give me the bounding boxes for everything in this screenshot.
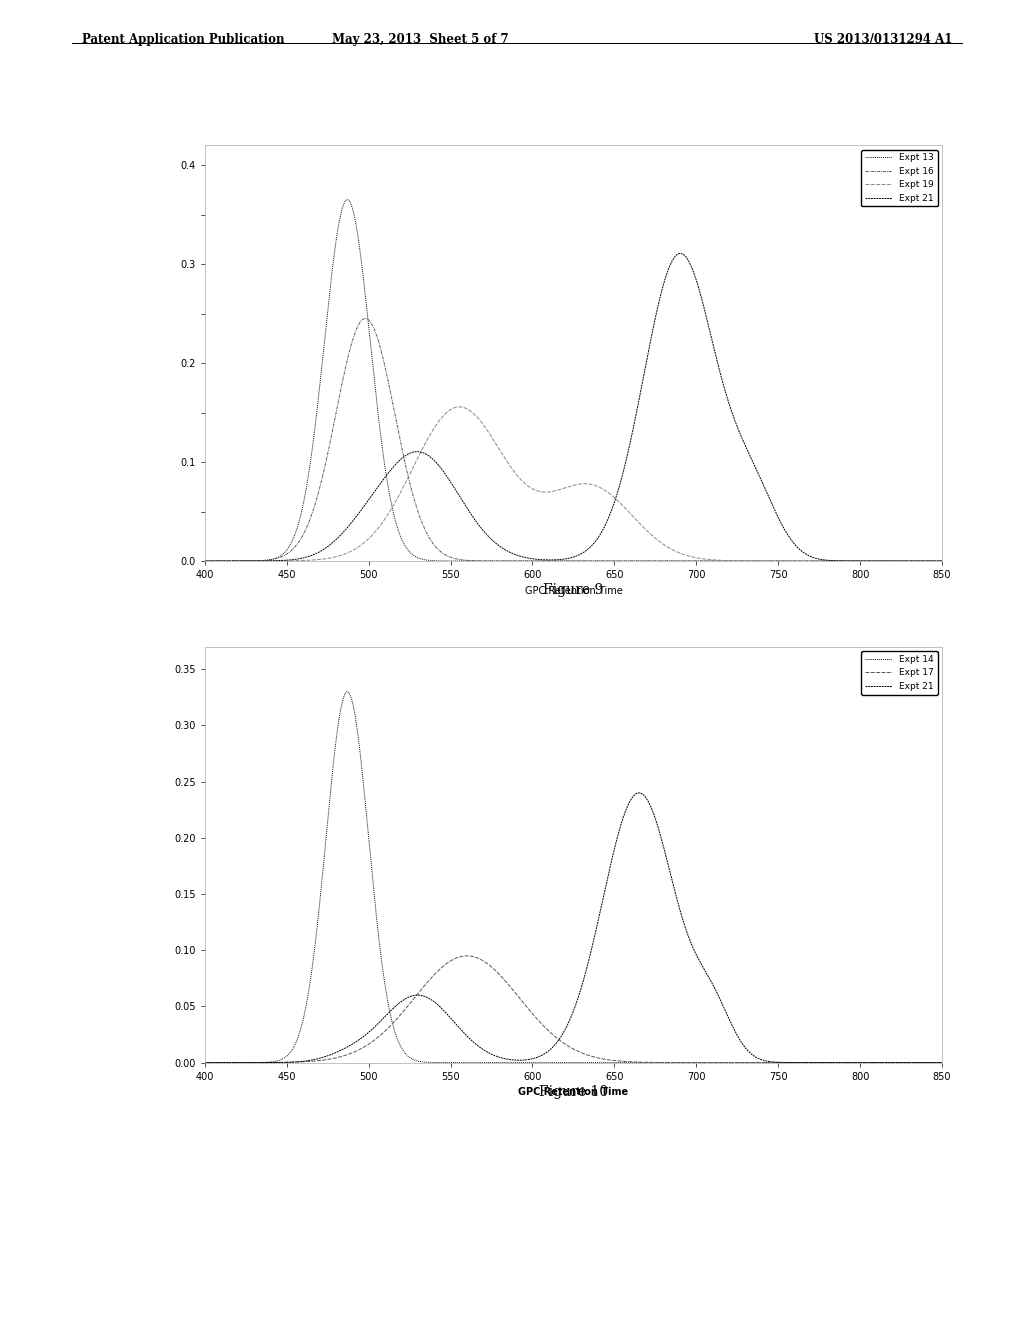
Expt 13 (327, 259, 339, 275)
Expt 17 (461, 948, 473, 964)
Expt 13 (514, 553, 526, 569)
Expt 21 (513, 548, 525, 564)
Line: Expt 16: Expt 16 (205, 318, 942, 561)
Expt 13 (199, 553, 211, 569)
Text: May 23, 2013  Sheet 5 of 7: May 23, 2013 Sheet 5 of 7 (332, 33, 508, 46)
X-axis label: GPC Retention Time: GPC Retention Time (524, 586, 623, 595)
Line: Expt 17: Expt 17 (205, 956, 942, 1063)
Line: Expt 19: Expt 19 (205, 407, 942, 561)
Line: Expt 21: Expt 21 (205, 793, 942, 1063)
Expt 19 (454, 399, 466, 414)
Expt 19 (481, 424, 494, 440)
Expt 21 (327, 535, 339, 550)
Expt 14 (327, 763, 339, 779)
Line: Expt 14: Expt 14 (205, 692, 942, 1063)
Expt 16 (843, 553, 855, 569)
Expt 17 (199, 1055, 211, 1071)
Expt 19 (936, 553, 948, 569)
Legend: Expt 14, Expt 17, Expt 21: Expt 14, Expt 17, Expt 21 (861, 651, 938, 694)
Expt 21 (481, 1044, 494, 1060)
Expt 16 (922, 553, 934, 569)
Expt 13 (283, 539, 295, 554)
Expt 19 (843, 553, 855, 569)
Expt 19 (199, 553, 211, 569)
Expt 17 (922, 1055, 934, 1071)
Expt 21 (843, 553, 855, 569)
Expt 17 (283, 1055, 295, 1071)
Line: Expt 21: Expt 21 (205, 253, 942, 561)
Expt 16 (359, 310, 372, 326)
Expt 21 (936, 1055, 948, 1071)
Legend: Expt 13, Expt 16, Expt 19, Expt 21: Expt 13, Expt 16, Expt 19, Expt 21 (861, 149, 938, 206)
Expt 13 (922, 553, 934, 569)
Expt 21 (674, 246, 686, 261)
Expt 16 (481, 553, 494, 569)
Expt 14 (341, 684, 353, 700)
Expt 14 (283, 1047, 295, 1063)
Expt 19 (327, 549, 339, 565)
Text: US 2013/0131294 A1: US 2013/0131294 A1 (814, 33, 952, 46)
Expt 21 (481, 528, 494, 544)
Expt 17 (936, 1055, 948, 1071)
Text: Patent Application Publication: Patent Application Publication (82, 33, 285, 46)
Expt 19 (283, 553, 295, 569)
Expt 21 (199, 553, 211, 569)
Expt 14 (481, 1055, 494, 1071)
Expt 19 (922, 553, 934, 569)
Expt 14 (922, 1055, 934, 1071)
Text: Figure 10: Figure 10 (539, 1085, 608, 1100)
Expt 14 (936, 1055, 948, 1071)
Expt 13 (843, 553, 855, 569)
Expt 13 (341, 191, 353, 207)
Expt 16 (283, 545, 295, 561)
Expt 21 (513, 1052, 525, 1068)
Expt 13 (481, 553, 494, 569)
Expt 21 (283, 552, 295, 568)
Expt 21 (936, 553, 948, 569)
Expt 21 (843, 1055, 855, 1071)
Expt 14 (843, 1055, 855, 1071)
Expt 21 (283, 1055, 295, 1071)
Expt 13 (936, 553, 948, 569)
Expt 16 (199, 553, 211, 569)
Expt 21 (922, 553, 934, 569)
Expt 16 (327, 422, 339, 438)
Expt 17 (514, 990, 526, 1006)
X-axis label: GPC Retention Time: GPC Retention Time (518, 1088, 629, 1097)
Expt 17 (843, 1055, 855, 1071)
Expt 16 (936, 553, 948, 569)
Expt 17 (481, 956, 494, 972)
Line: Expt 13: Expt 13 (205, 199, 942, 561)
Expt 21 (199, 1055, 211, 1071)
Expt 19 (514, 470, 526, 486)
Text: Figure 9: Figure 9 (544, 583, 603, 598)
Expt 21 (327, 1045, 339, 1061)
Expt 17 (327, 1051, 339, 1067)
Expt 16 (514, 553, 526, 569)
Expt 21 (633, 785, 645, 801)
Expt 14 (514, 1055, 526, 1071)
Expt 14 (199, 1055, 211, 1071)
Expt 21 (922, 1055, 934, 1071)
